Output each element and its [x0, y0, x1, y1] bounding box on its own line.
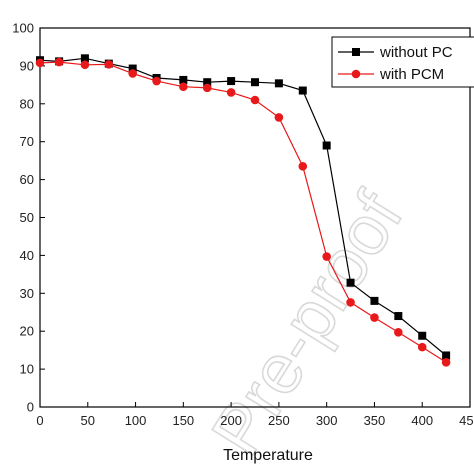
- data-point-series-1: [179, 75, 188, 84]
- data-point-series-2: [202, 83, 212, 93]
- data-point-series-1: [274, 79, 283, 88]
- data-point-series-2: [346, 298, 355, 307]
- x-tick-label: 250: [268, 413, 290, 428]
- legend: without PC with PCM: [331, 36, 474, 88]
- data-point-series-1: [251, 78, 259, 87]
- data-point-series-1: [203, 78, 212, 87]
- y-tick-label: 40: [20, 248, 34, 263]
- data-point-series-1: [370, 296, 379, 305]
- y-tick-label: 80: [20, 96, 34, 111]
- x-tick-label: 100: [125, 413, 147, 428]
- y-tick-label: 70: [20, 134, 34, 149]
- y-tick-label: 60: [20, 172, 34, 187]
- y-tick-label: 90: [20, 58, 34, 73]
- data-point-series-2: [441, 357, 451, 367]
- x-tick-label: 350: [364, 413, 386, 428]
- data-point-series-2: [370, 313, 379, 322]
- x-tick-label: 150: [172, 413, 194, 428]
- x-tick-label: 200: [220, 413, 242, 428]
- legend-box: [331, 36, 474, 88]
- x-tick-label: 300: [316, 413, 338, 428]
- y-tick-label: 20: [20, 324, 34, 339]
- data-point-series-2: [298, 162, 308, 171]
- data-point-series-2: [54, 57, 64, 67]
- data-point-series-1: [442, 351, 451, 360]
- data-point-series-2: [417, 342, 427, 352]
- x-axis-title: Temperature: [223, 447, 313, 464]
- data-point-series-1: [322, 141, 331, 150]
- x-tick-label: 50: [81, 413, 95, 428]
- data-point-series-2: [322, 252, 331, 261]
- data-point-series-1: [227, 77, 236, 86]
- y-tick-label: 30: [20, 286, 34, 301]
- plot-area: 0 50 100 150 200 250 300 350 400 450 0 10 20 30 40 50 60…: [12, 21, 474, 429]
- data-point-series-2: [152, 76, 161, 86]
- data-point-series-1: [394, 312, 403, 321]
- data-point-series-2: [35, 58, 45, 68]
- data-point-series-2: [250, 95, 260, 105]
- y-tick-label: 0: [27, 400, 34, 415]
- data-point-series-1: [80, 54, 89, 63]
- data-point-series-2: [179, 82, 188, 92]
- y-tick-label: 50: [20, 210, 34, 225]
- data-point-series-2: [104, 60, 114, 69]
- x-tick-label: 0: [36, 413, 43, 428]
- data-point-series-2: [128, 69, 137, 78]
- data-point-series-2: [80, 60, 90, 70]
- data-point-series-1: [298, 86, 307, 95]
- legend-label-2: with PCM: [379, 66, 444, 83]
- data-point-series-2: [226, 88, 236, 97]
- x-tick-label: 400: [411, 413, 433, 428]
- legend-marker-2: [351, 69, 361, 79]
- legend-marker-1: [352, 48, 360, 56]
- x-tick-label: 450: [459, 413, 474, 428]
- data-point-series-1: [128, 64, 137, 73]
- data-point-series-2: [274, 113, 284, 122]
- data-point-series-1: [418, 331, 427, 340]
- legend-label-1: without PC: [379, 44, 453, 61]
- y-tick-label: 100: [12, 21, 34, 36]
- data-point-series-2: [394, 328, 403, 337]
- y-tick-label: 10: [20, 362, 34, 377]
- data-point-series-1: [346, 278, 355, 287]
